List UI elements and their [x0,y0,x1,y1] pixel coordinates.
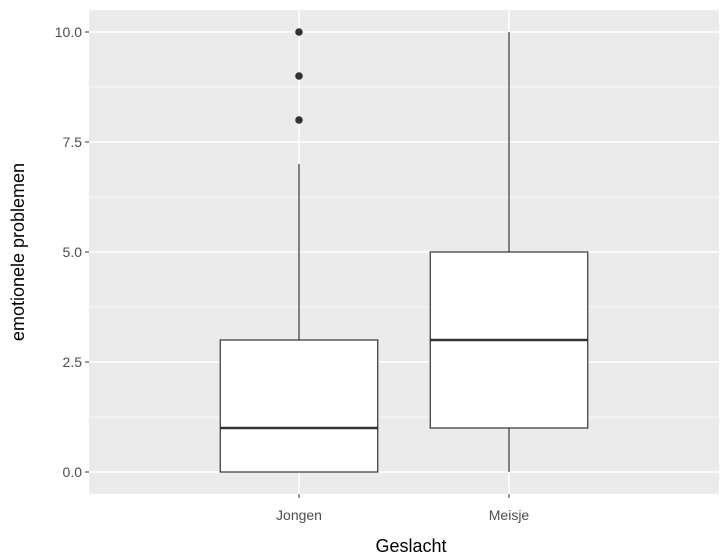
boxes-layer [219,28,589,473]
y-tick-label: 5.0 [63,244,83,260]
y-tick-label: 7.5 [63,134,83,150]
x-tick-label: Meisje [489,507,530,523]
outlier-point [295,72,303,80]
y-tick-label: 2.5 [63,354,83,370]
x-tick-label: Jongen [276,507,322,523]
outlier-point [295,28,303,36]
minor-gridlines [89,86,719,418]
outlier-point [295,116,303,124]
x-axis-title: Geslacht [375,536,446,556]
y-tick-label: 10.0 [55,24,82,40]
box-jongen [219,339,379,473]
y-axis-title: emotionele problemen [8,163,28,341]
y-tick-label: 0.0 [63,464,83,480]
y-axis: 0.0 2.5 5.0 7.5 10.0 [55,24,89,480]
x-axis: Jongen Meisje [276,494,529,523]
